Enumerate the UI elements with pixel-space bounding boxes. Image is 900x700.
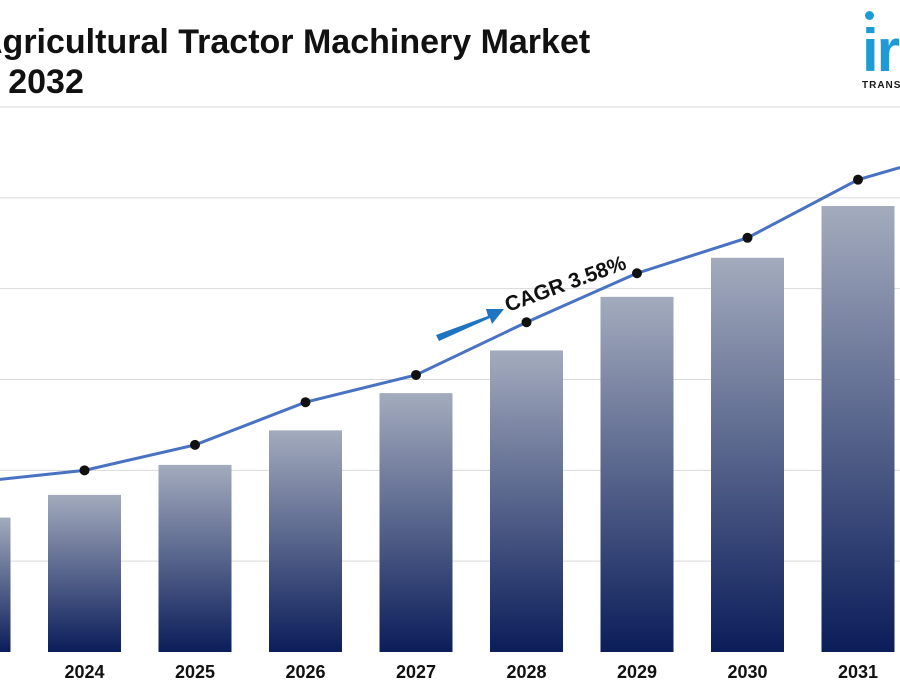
x-tick-label: 2026	[285, 662, 325, 682]
chart-title-line-2: o 2032	[0, 63, 84, 101]
bar-2031	[821, 206, 895, 652]
trend-point-2028	[521, 317, 532, 328]
trend-point-2029	[632, 268, 642, 279]
x-tick-label: 2024	[64, 662, 104, 682]
trend-point-2025	[190, 439, 200, 450]
bar-2023	[0, 517, 11, 652]
logo-mark: ir	[862, 17, 900, 84]
trend-point-2030	[742, 232, 753, 243]
x-tick-label: 2029	[617, 662, 657, 682]
x-tick-label: 2027	[396, 662, 436, 682]
bar-2027	[379, 393, 453, 652]
bar-2025	[158, 464, 232, 652]
logo-dot	[865, 11, 874, 20]
chart-title-line-1: Agricultural Tractor Machinery Market	[0, 23, 591, 61]
bar-2029	[600, 296, 674, 652]
cagr-arrow	[436, 309, 504, 341]
x-tick-label: 2025	[175, 662, 215, 682]
x-tick-labels: 2024 2025 2026 2027 2028 2029 2030 2031	[64, 662, 878, 682]
trend-point-2027	[411, 369, 421, 380]
trend-point-2024	[79, 465, 90, 476]
x-tick-label: 2031	[838, 662, 878, 682]
x-tick-label: 2030	[727, 662, 767, 682]
trend-point-2026	[300, 397, 311, 408]
x-tick-label: 2028	[506, 662, 546, 682]
trend-point-2031	[853, 174, 863, 185]
bars	[0, 206, 895, 652]
bar-2024	[48, 494, 121, 652]
bar-2026	[269, 430, 342, 652]
brand-logo: ir TRANS	[860, 8, 900, 98]
trend-line-path	[0, 166, 900, 481]
trend-line	[0, 166, 900, 481]
bar-2028	[490, 350, 563, 652]
bar-2030	[711, 257, 784, 652]
chart-title: Agricultural Tractor Machinery Market o …	[0, 22, 590, 102]
logo-subtitle: TRANS	[862, 80, 900, 91]
